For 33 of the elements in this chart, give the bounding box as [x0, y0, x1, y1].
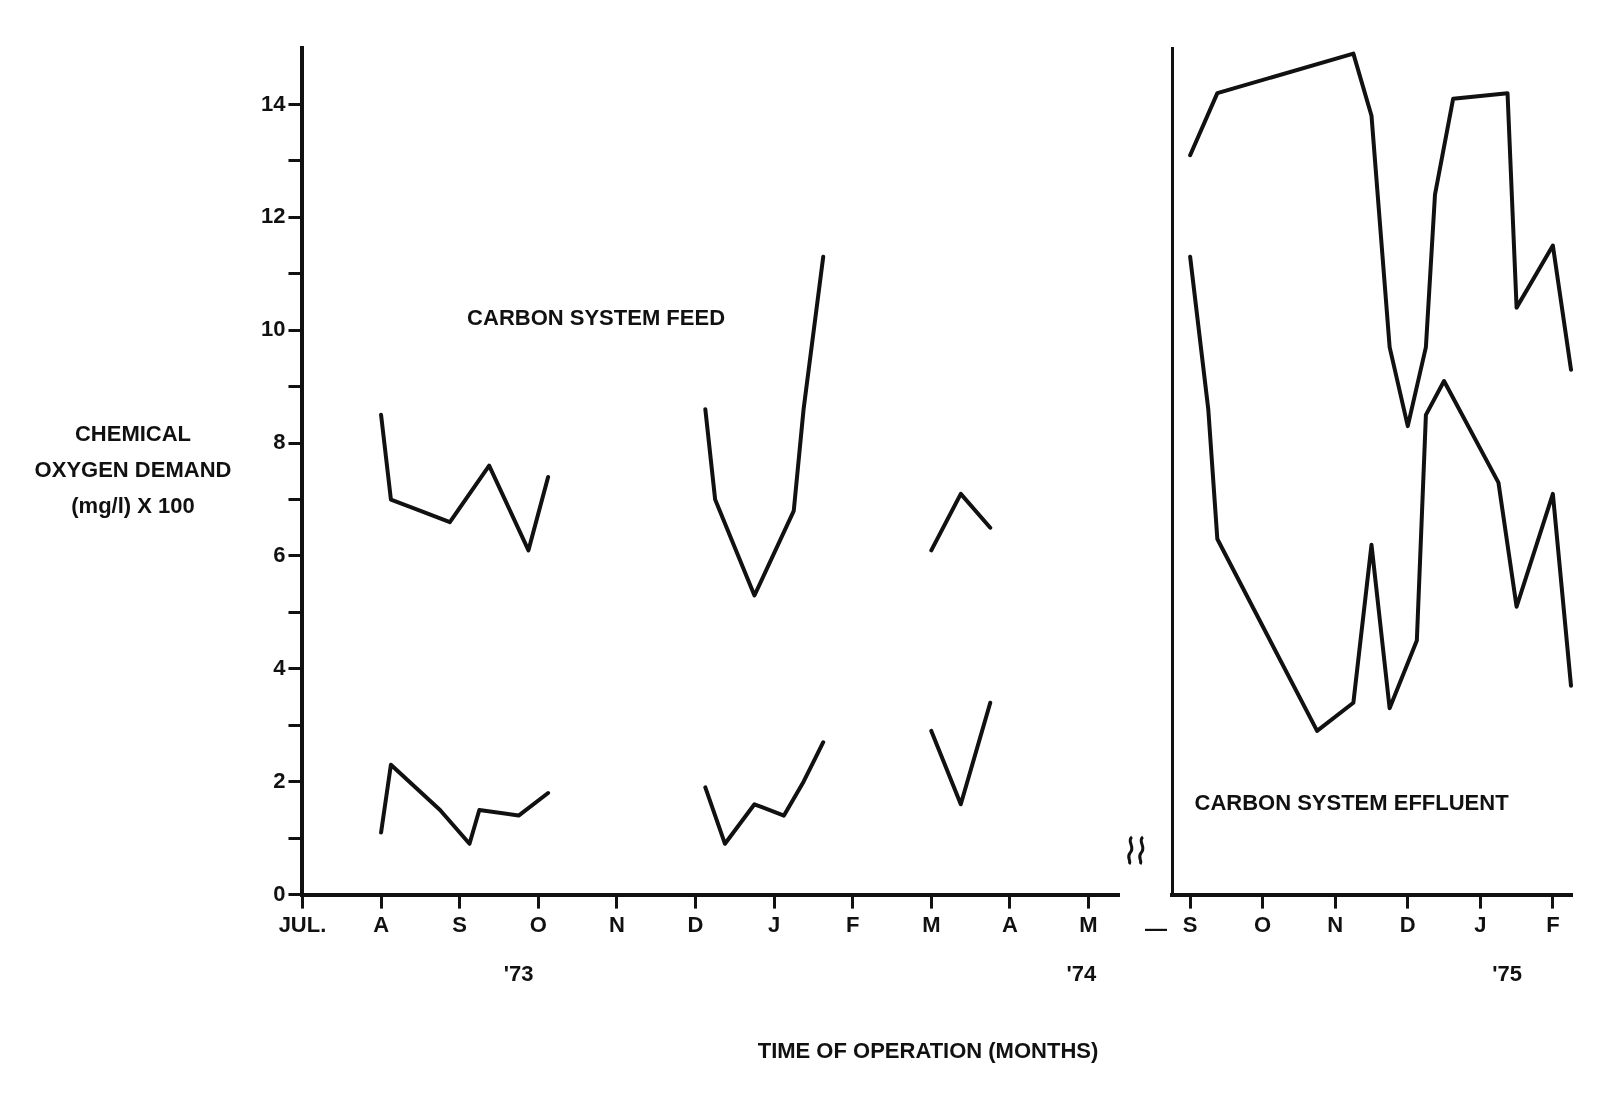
y-tick-label: 6 — [273, 542, 286, 568]
x-tick-label: F — [845, 911, 860, 937]
x-tick-label: O — [1254, 911, 1272, 937]
x-tick-label: S — [452, 911, 468, 937]
y-tick-label: 8 — [273, 429, 286, 455]
x-tick-label: A — [1001, 911, 1018, 937]
y-tick-label: 10 — [260, 316, 286, 342]
text: CARBON SYSTEM FEED — [467, 304, 726, 330]
x-tick-label: D — [1399, 911, 1416, 937]
y-tick-label: 4 — [273, 654, 287, 680]
x-tick-label: M — [922, 911, 941, 937]
text: — — [1145, 915, 1168, 941]
y-tick-label: 0 — [273, 880, 286, 906]
x-tick-label: A — [373, 911, 390, 937]
x-tick-label: F — [1546, 911, 1560, 937]
text: '74 — [1066, 960, 1097, 986]
x-tick-label: JUL. — [278, 911, 327, 937]
y-tick-label: 14 — [260, 90, 287, 116]
text: '75 — [1492, 960, 1523, 986]
y-tick-label: 12 — [260, 203, 286, 229]
x-axis-title: TIME OF OPERATION (MONTHS) — [756, 1038, 1100, 1064]
x-tick-label: D — [687, 911, 704, 937]
x-tick-label: S — [1182, 911, 1198, 937]
x-tick-label: J — [1474, 911, 1487, 937]
y-axis-title: CHEMICAL OXYGEN DEMAND (mg/l) X 100 — [34, 421, 232, 519]
text: CARBON SYSTEM EFFLUENT — [1194, 790, 1510, 816]
x-tick-label: N — [608, 911, 625, 937]
x-tick-label: N — [1327, 911, 1344, 937]
x-tick-label: M — [1079, 911, 1098, 937]
text: '73 — [503, 960, 534, 986]
x-tick-label: O — [529, 911, 547, 937]
x-tick-label: J — [767, 911, 781, 937]
y-tick-label: 2 — [273, 767, 286, 793]
